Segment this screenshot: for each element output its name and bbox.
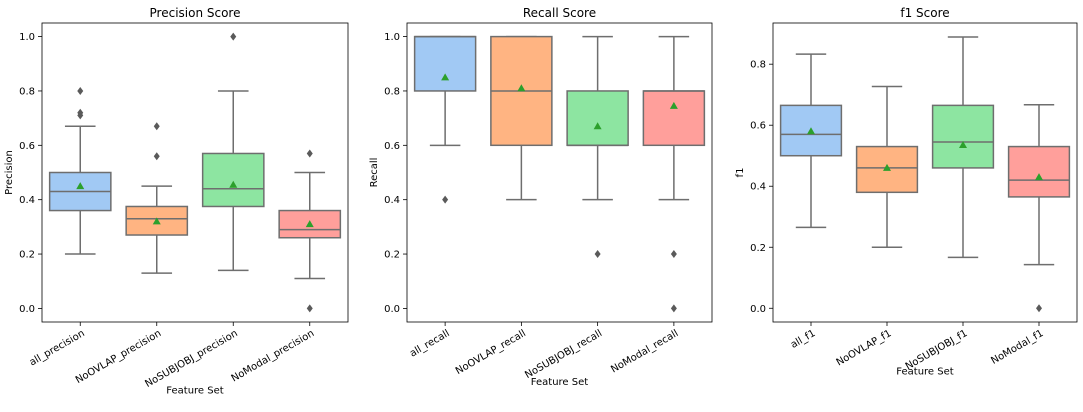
x-tick-label: NoOVLAP_f1 <box>835 328 894 368</box>
x-axis-label: Feature Set <box>896 366 953 377</box>
outlier-point <box>306 304 313 313</box>
outlier-point <box>153 122 160 131</box>
y-tick-label: 0.8 <box>19 86 35 97</box>
box-NoSUBJOBJ_f1 <box>931 104 995 169</box>
outlier-point <box>230 32 237 41</box>
box-all_recall <box>413 35 477 92</box>
outlier-point <box>442 195 449 204</box>
y-tick-label: 0.4 <box>384 195 400 206</box>
subplot-title: f1 Score <box>900 6 949 20</box>
outlier-point <box>670 304 677 313</box>
x-tick-label: all_f1 <box>789 328 818 351</box>
subplot-title: Precision Score <box>150 6 241 20</box>
x-tick-label: all_recall <box>408 328 452 359</box>
x-tick-label: NoModal_f1 <box>989 328 1045 367</box>
box-NoSUBJOBJ_recall <box>566 90 629 147</box>
mean-marker <box>305 220 314 228</box>
y-tick-label: 0.8 <box>384 86 400 97</box>
x-axis-label: Feature Set <box>531 377 588 388</box>
y-tick-label: 0.4 <box>19 195 35 206</box>
y-tick-label: 0.2 <box>750 243 766 254</box>
subplot-3: f1 Score 0.0 0.2 0.4 0.6 0.8 all_f1 NoOVLAP_f1 N… <box>735 6 1078 377</box>
mean-marker <box>229 180 238 188</box>
mean-marker <box>669 101 678 109</box>
subplot-1: Precision Score 0.0 0.2 0.4 0.6 0.8 1.0 all_pre… <box>4 6 349 396</box>
subplot-title: Recall Score <box>523 6 596 20</box>
outlier-point <box>670 250 677 259</box>
outlier-point <box>594 250 601 259</box>
axes-frame <box>406 22 713 323</box>
outlier-point <box>77 108 84 117</box>
y-tick-label: 1.0 <box>384 32 400 43</box>
x-tick-label: NoOVLAP_recall <box>454 328 528 377</box>
y-tick-label: 0.6 <box>19 141 35 152</box>
y-axis-label: Precision <box>4 150 15 195</box>
y-axis-label: Recall <box>369 158 380 188</box>
x-tick-label: all_precision <box>28 328 87 368</box>
y-tick-label: 0.6 <box>384 141 400 152</box>
box-NoSUBJOBJ_precision <box>201 152 265 208</box>
mean-marker <box>593 122 602 130</box>
y-tick-label: 0.4 <box>750 182 766 193</box>
y-axis-label: f1 <box>735 168 746 178</box>
subplot-2: Recall Score 0.0 0.2 0.4 0.6 0.8 1.0 all_recall… <box>369 6 713 388</box>
box-NoModal_recall <box>642 90 706 147</box>
y-tick-label: 1.0 <box>19 32 35 43</box>
y-tick-label: 0.0 <box>750 304 766 315</box>
y-tick-label: 0.2 <box>384 250 400 261</box>
mean-marker <box>959 141 967 149</box>
mean-marker <box>517 84 526 92</box>
mean-marker <box>807 127 815 135</box>
y-tick-label: 0.2 <box>19 250 35 261</box>
y-tick-label: 0.8 <box>750 60 766 71</box>
y-tick-label: 0.0 <box>384 304 400 315</box>
axes-frame <box>772 22 1078 323</box>
mean-marker <box>1035 173 1043 181</box>
x-tick-label: NoModal_recall <box>609 328 680 375</box>
outlier-point <box>153 152 160 161</box>
y-tick-label: 0.0 <box>19 304 35 315</box>
axes-frame <box>41 22 349 323</box>
mean-marker <box>883 163 891 171</box>
x-tick-label: NoSUBJOBJ_recall <box>523 328 604 381</box>
x-tick-label: NoModal_precision <box>230 328 317 384</box>
y-tick-label: 0.6 <box>750 121 766 132</box>
outlier-point <box>1036 304 1042 313</box>
outlier-point <box>306 149 313 158</box>
mean-marker <box>76 182 85 190</box>
box-NoModal_f1 <box>1007 145 1071 198</box>
mean-marker <box>441 73 450 81</box>
x-axis-label: Feature Set <box>166 385 223 396</box>
outlier-point <box>77 86 84 95</box>
mean-marker <box>152 217 161 225</box>
